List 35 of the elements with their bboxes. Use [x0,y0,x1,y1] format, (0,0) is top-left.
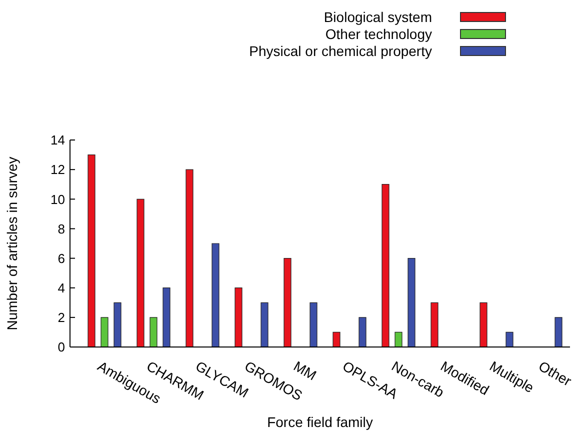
y-tick-label: 4 [58,280,65,296]
bar [136,198,144,347]
bar [162,288,170,347]
bar [150,317,158,347]
bar [284,258,292,347]
bar [186,169,194,347]
bar [506,332,514,347]
y-axis-title: Number of articles in survey [4,156,20,330]
legend-label: Biological system [324,8,432,24]
bar [212,243,220,347]
bar [394,332,402,347]
bar [260,302,268,347]
bar [430,302,438,347]
y-tick-label: 12 [50,162,65,178]
legend-label: Other technology [325,26,432,42]
y-tick-label: 6 [58,250,65,266]
bar [114,302,122,347]
bar [234,288,242,347]
bar [332,332,340,347]
y-tick-label: 14 [50,132,65,148]
x-axis-title: Force field family [267,414,373,430]
y-tick-label: 0 [58,340,65,355]
y-tick-label: 10 [50,192,65,207]
bar [480,302,488,347]
bar [100,317,108,347]
bar [358,317,366,347]
bar [310,302,318,347]
legend-label: Physical or chemical property [249,42,432,58]
bar [382,184,390,347]
y-tick-label: 8 [58,221,65,236]
x-tick-label: Other [536,358,575,390]
bar [554,317,562,347]
y-tick-label: 2 [58,310,65,326]
bar [88,154,96,347]
bar [408,258,416,347]
